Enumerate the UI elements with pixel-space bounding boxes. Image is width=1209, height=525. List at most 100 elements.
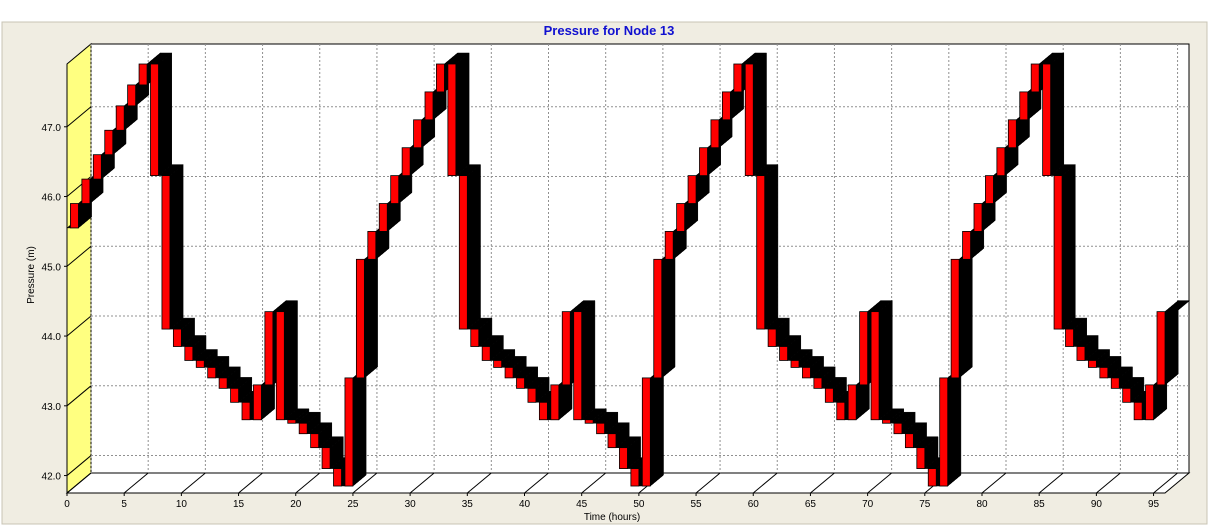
bar-front-face [779, 346, 788, 361]
x-tick-label: 25 [347, 499, 359, 510]
floor-tick-line [581, 472, 607, 494]
bar-front-face [1042, 63, 1052, 177]
bar-front-face [607, 433, 617, 449]
x-tick-label: 20 [290, 499, 302, 510]
bar-top-face [1164, 300, 1191, 312]
bar-front-face [92, 154, 102, 180]
bar-front-face [401, 147, 411, 177]
x-tick-label: 60 [748, 499, 760, 510]
floor-tick-line [123, 472, 149, 494]
bar-front-face [916, 447, 926, 469]
floor-tick-line [466, 472, 492, 494]
bar-front-face [676, 203, 686, 232]
bar-side-face [158, 52, 172, 177]
bar-front-face [195, 360, 205, 368]
bar-front-face [1145, 384, 1154, 421]
floor [65, 472, 1191, 494]
bar-front-face [184, 346, 194, 361]
bar-front-face [859, 311, 869, 386]
bar-front-face [470, 328, 480, 347]
bar-front-face [893, 422, 903, 435]
side-tick-line [66, 315, 92, 337]
x-tick-label: 10 [176, 499, 188, 510]
floor-tick-line [295, 472, 321, 494]
bar-front-face [527, 387, 537, 403]
bar-front-face [424, 91, 434, 121]
bar-front-face [367, 231, 377, 260]
bar-front-face [378, 203, 388, 232]
bar-front-face [836, 401, 846, 421]
bar-side-face [1061, 164, 1076, 330]
bar-front-face [230, 387, 239, 403]
floor-tick-line [181, 472, 206, 494]
bar-front-face [390, 175, 400, 204]
bar-side-face [1164, 300, 1179, 386]
floor-tick-line [1038, 472, 1064, 494]
bar-front-face [127, 84, 137, 107]
bar-front-face [310, 433, 320, 449]
bar-front-face [573, 311, 583, 421]
bar-front-face [275, 311, 285, 421]
bar-side-face [169, 164, 184, 330]
x-tick-label: 55 [691, 499, 703, 510]
y-tick-label: 46.0 [42, 193, 62, 204]
bar-side-face [352, 366, 367, 487]
bar-front-face [802, 367, 811, 379]
bar-front-face [882, 419, 891, 424]
bar-front-face [619, 447, 628, 469]
x-tick-label: 65 [805, 499, 817, 510]
bar-front-face [756, 175, 766, 330]
floor-tick-line [409, 472, 435, 494]
x-tick-label: 90 [1091, 499, 1103, 510]
x-tick-label: 15 [233, 499, 245, 510]
bar-front-face [790, 360, 800, 368]
bar-front-face [550, 384, 560, 421]
side-tick-line [66, 106, 92, 128]
bar-front-face [241, 401, 251, 421]
bar-front-face [664, 231, 674, 260]
bar-front-face [630, 468, 640, 487]
bar-front-face [207, 367, 217, 379]
bar-front-face [1133, 401, 1143, 421]
bar-front-face [504, 367, 514, 379]
bar-front-face [950, 258, 960, 379]
floor-tick-line [352, 472, 378, 494]
bar-front-face [1110, 377, 1120, 389]
bar-side-face [1050, 52, 1065, 177]
bar-front-face [1065, 328, 1074, 347]
floor-tick-line [1096, 472, 1121, 494]
bar-front-face [516, 377, 525, 389]
bar-front-face [298, 422, 308, 435]
bar-front-face [436, 63, 445, 93]
bar-side-face [753, 52, 767, 177]
y-tick-label: 43.0 [42, 402, 62, 413]
bar-front-face [1076, 346, 1086, 361]
bar-front-face [744, 63, 754, 177]
bar-front-face [150, 63, 159, 177]
bar-side-face [467, 164, 481, 330]
x-tick-label: 85 [1034, 499, 1046, 510]
bar-front-face [767, 328, 777, 347]
bar-front-face [653, 258, 663, 379]
bar-front-face [927, 468, 937, 487]
bar-side-face [878, 300, 893, 421]
bar-front-face [1007, 119, 1017, 149]
bar-front-face [253, 384, 262, 421]
side-tick-line [66, 385, 92, 407]
bar-front-face [172, 328, 182, 347]
bar-front-face [321, 447, 331, 469]
bar-front-face [1156, 311, 1166, 386]
x-tick-label: 45 [576, 499, 588, 510]
x-tick-label: 50 [633, 499, 645, 510]
y-tick-label: 42.0 [42, 472, 62, 483]
bar-front-face [447, 63, 457, 177]
floor-tick-line [695, 472, 721, 494]
y-axis-label: Pressure (m) [26, 246, 37, 304]
bar-front-face [218, 377, 228, 389]
x-axis-label: Time (hours) [584, 512, 640, 523]
bar-front-face [70, 203, 79, 229]
bar-front-face [904, 433, 914, 449]
x-tick-label: 75 [919, 499, 931, 510]
bar-front-face [493, 360, 503, 368]
